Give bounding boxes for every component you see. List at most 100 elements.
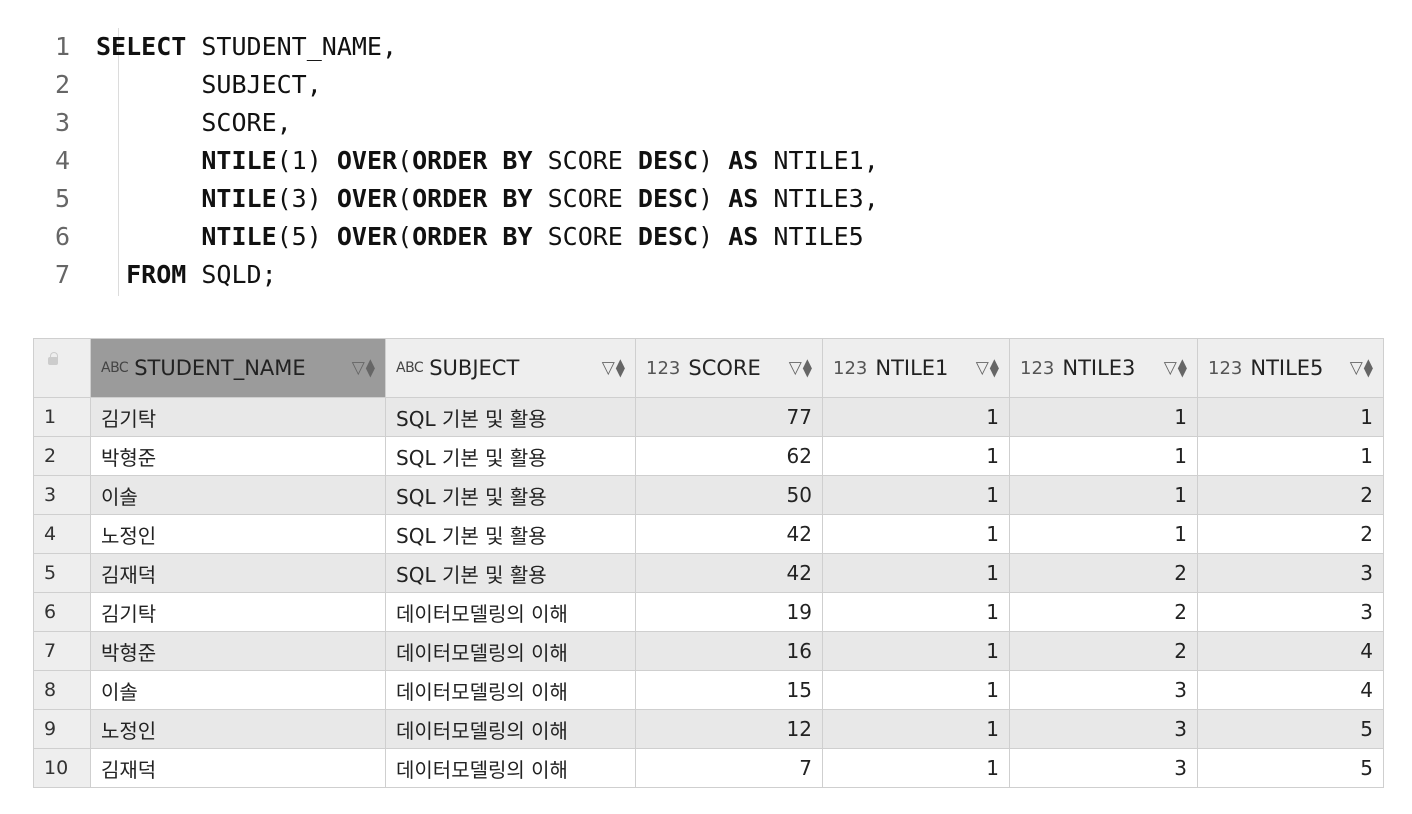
sort-icon[interactable]: ▲ ▼ xyxy=(989,356,999,379)
cell-ntile5[interactable]: 3 xyxy=(1197,553,1384,593)
cell-ntile5[interactable]: 5 xyxy=(1197,748,1384,788)
cell-score[interactable]: 42 xyxy=(635,553,823,593)
filter-sort-icon[interactable]: ▽ ▲ ▼ xyxy=(351,357,375,378)
cell-score[interactable]: 77 xyxy=(635,397,823,437)
cell-ntile1[interactable]: 1 xyxy=(822,514,1010,554)
cell-subject[interactable]: 데이터모델링의 이해 xyxy=(385,709,636,749)
table-row[interactable]: 8 이솔 데이터모델링의 이해 15 1 3 4 xyxy=(33,670,1384,710)
cell-ntile1[interactable]: 1 xyxy=(822,748,1010,788)
code-line[interactable]: 4 NTILE(1) OVER(ORDER BY SCORE DESC) AS … xyxy=(30,142,879,180)
filter-sort-icon[interactable]: ▽ ▲ ▼ xyxy=(788,356,812,379)
cell-ntile5[interactable]: 2 xyxy=(1197,514,1384,554)
cell-subject[interactable]: 데이터모델링의 이해 xyxy=(385,592,636,632)
cell-score[interactable]: 42 xyxy=(635,514,823,554)
cell-subject[interactable]: SQL 기본 및 활용 xyxy=(385,475,636,515)
sort-icon[interactable]: ▲ ▼ xyxy=(615,356,625,379)
cell-subject[interactable]: SQL 기본 및 활용 xyxy=(385,553,636,593)
code-line[interactable]: 2 SUBJECT, xyxy=(30,66,322,104)
table-row[interactable]: 7 박형준 데이터모델링의 이해 16 1 2 4 xyxy=(33,631,1384,671)
cell-ntile3[interactable]: 3 xyxy=(1009,709,1198,749)
row-number[interactable]: 2 xyxy=(33,436,91,476)
filter-icon[interactable]: ▽ xyxy=(975,358,989,378)
filter-icon[interactable]: ▽ xyxy=(788,358,802,378)
cell-ntile1[interactable]: 1 xyxy=(822,436,1010,476)
code-line[interactable]: 5 NTILE(3) OVER(ORDER BY SCORE DESC) AS … xyxy=(30,180,879,218)
cell-student-name[interactable]: 박형준 xyxy=(90,631,386,671)
cell-student-name[interactable]: 김재덕 xyxy=(90,553,386,593)
cell-subject[interactable]: 데이터모델링의 이해 xyxy=(385,748,636,788)
filter-sort-icon[interactable]: ▽ ▲ ▼ xyxy=(975,356,999,379)
sort-icon[interactable]: ▲ ▼ xyxy=(1363,356,1373,379)
cell-subject[interactable]: 데이터모델링의 이해 xyxy=(385,670,636,710)
cell-ntile1[interactable]: 1 xyxy=(822,709,1010,749)
table-row[interactable]: 3 이솔 SQL 기본 및 활용 50 1 1 2 xyxy=(33,475,1384,515)
filter-sort-icon[interactable]: ▽ ▲ ▼ xyxy=(1349,356,1373,379)
cell-student-name[interactable]: 노정인 xyxy=(90,709,386,749)
cell-ntile3[interactable]: 2 xyxy=(1009,631,1198,671)
column-header-student-name[interactable]: ABC STUDENT_NAME ▽ ▲ ▼ xyxy=(90,338,386,398)
row-number[interactable]: 9 xyxy=(33,709,91,749)
cell-student-name[interactable]: 김기탁 xyxy=(90,592,386,632)
column-header-subject[interactable]: ABC SUBJECT ▽ ▲ ▼ xyxy=(385,338,636,398)
code-line[interactable]: 1 SELECT STUDENT_NAME, xyxy=(30,28,397,66)
cell-ntile5[interactable]: 5 xyxy=(1197,709,1384,749)
cell-ntile1[interactable]: 1 xyxy=(822,592,1010,632)
cell-score[interactable]: 62 xyxy=(635,436,823,476)
cell-ntile1[interactable]: 1 xyxy=(822,397,1010,437)
cell-ntile1[interactable]: 1 xyxy=(822,553,1010,593)
filter-sort-icon[interactable]: ▽ ▲ ▼ xyxy=(601,356,625,379)
cell-subject[interactable]: 데이터모델링의 이해 xyxy=(385,631,636,671)
cell-student-name[interactable]: 김재덕 xyxy=(90,748,386,788)
sort-icon[interactable]: ▲ ▼ xyxy=(1177,356,1187,379)
grid-corner[interactable] xyxy=(33,338,91,398)
table-row[interactable]: 4 노정인 SQL 기본 및 활용 42 1 1 2 xyxy=(33,514,1384,554)
cell-subject[interactable]: SQL 기본 및 활용 xyxy=(385,397,636,437)
cell-ntile5[interactable]: 4 xyxy=(1197,631,1384,671)
cell-ntile1[interactable]: 1 xyxy=(822,670,1010,710)
cell-score[interactable]: 15 xyxy=(635,670,823,710)
code-line[interactable]: 3 SCORE, xyxy=(30,104,292,142)
table-row[interactable]: 1 김기탁 SQL 기본 및 활용 77 1 1 1 xyxy=(33,397,1384,437)
table-row[interactable]: 6 김기탁 데이터모델링의 이해 19 1 2 3 xyxy=(33,592,1384,632)
cell-subject[interactable]: SQL 기본 및 활용 xyxy=(385,514,636,554)
filter-icon[interactable]: ▽ xyxy=(601,358,615,378)
cell-student-name[interactable]: 김기탁 xyxy=(90,397,386,437)
cell-student-name[interactable]: 이솔 xyxy=(90,670,386,710)
filter-icon[interactable]: ▽ xyxy=(351,358,365,378)
table-row[interactable]: 10 김재덕 데이터모델링의 이해 7 1 3 5 xyxy=(33,748,1384,788)
row-number[interactable]: 4 xyxy=(33,514,91,554)
cell-score[interactable]: 16 xyxy=(635,631,823,671)
result-grid[interactable]: ABC STUDENT_NAME ▽ ▲ ▼ ABC SUBJECT ▽ ▲ ▼ 123 SCORE ▽… xyxy=(33,338,1384,788)
cell-ntile5[interactable]: 1 xyxy=(1197,436,1384,476)
cell-ntile1[interactable]: 1 xyxy=(822,631,1010,671)
cell-subject[interactable]: SQL 기본 및 활용 xyxy=(385,436,636,476)
row-number[interactable]: 10 xyxy=(33,748,91,788)
row-number[interactable]: 6 xyxy=(33,592,91,632)
sql-editor[interactable]: 1 SELECT STUDENT_NAME, 2 SUBJECT, 3 SCORE, 4… xyxy=(30,24,1380,304)
row-number[interactable]: 8 xyxy=(33,670,91,710)
cell-ntile3[interactable]: 3 xyxy=(1009,748,1198,788)
row-number[interactable]: 7 xyxy=(33,631,91,671)
cell-score[interactable]: 7 xyxy=(635,748,823,788)
cell-student-name[interactable]: 박형준 xyxy=(90,436,386,476)
cell-ntile5[interactable]: 1 xyxy=(1197,397,1384,437)
cell-ntile3[interactable]: 2 xyxy=(1009,592,1198,632)
table-row[interactable]: 9 노정인 데이터모델링의 이해 12 1 3 5 xyxy=(33,709,1384,749)
filter-sort-icon[interactable]: ▽ ▲ ▼ xyxy=(1163,356,1187,379)
table-row[interactable]: 5 김재덕 SQL 기본 및 활용 42 1 2 3 xyxy=(33,553,1384,593)
cell-score[interactable]: 50 xyxy=(635,475,823,515)
column-header-ntile5[interactable]: 123 NTILE5 ▽ ▲ ▼ xyxy=(1197,338,1384,398)
cell-ntile5[interactable]: 3 xyxy=(1197,592,1384,632)
filter-icon[interactable]: ▽ xyxy=(1163,358,1177,378)
column-header-ntile1[interactable]: 123 NTILE1 ▽ ▲ ▼ xyxy=(822,338,1010,398)
cell-ntile5[interactable]: 4 xyxy=(1197,670,1384,710)
filter-icon[interactable]: ▽ xyxy=(1349,358,1363,378)
cell-student-name[interactable]: 이솔 xyxy=(90,475,386,515)
code-line[interactable]: 6 NTILE(5) OVER(ORDER BY SCORE DESC) AS … xyxy=(30,218,864,256)
row-number[interactable]: 5 xyxy=(33,553,91,593)
cell-ntile1[interactable]: 1 xyxy=(822,475,1010,515)
column-header-ntile3[interactable]: 123 NTILE3 ▽ ▲ ▼ xyxy=(1009,338,1198,398)
cell-ntile3[interactable]: 1 xyxy=(1009,514,1198,554)
sort-icon[interactable]: ▲ ▼ xyxy=(802,356,812,379)
cell-score[interactable]: 19 xyxy=(635,592,823,632)
